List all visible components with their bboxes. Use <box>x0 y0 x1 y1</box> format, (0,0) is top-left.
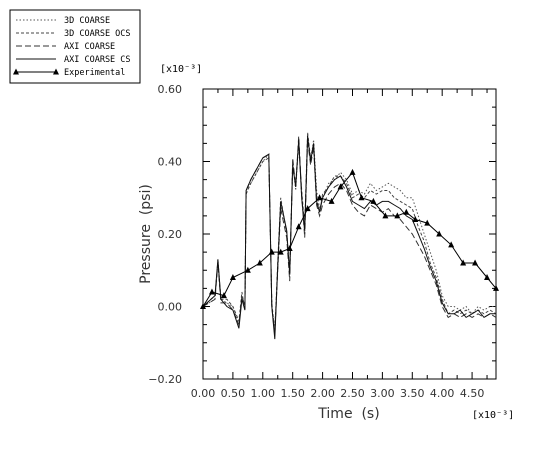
legend-label: AXI COARSE <box>64 42 115 52</box>
experimental-point <box>448 241 455 248</box>
x-tick-label: 0.50 <box>221 387 246 400</box>
legend-frame <box>9 9 141 84</box>
legend: 3D COARSE 3D COARSE OCS AXI COARSE AXI COAR… <box>9 9 141 84</box>
experimental-point <box>403 208 410 215</box>
legend-marker <box>53 68 59 75</box>
x-axis-label: Time (s) <box>317 406 379 422</box>
experimental-point <box>460 259 467 266</box>
y-tick-label: 0.00 <box>158 301 183 314</box>
x-tick-label: 2.00 <box>310 387 335 400</box>
experimental-point <box>268 248 275 255</box>
experimental-point <box>412 216 419 222</box>
x-axis-multiplier: [x10⁻³] <box>472 410 514 421</box>
series-line-experimental <box>202 171 497 307</box>
x-tick-label: 3.50 <box>400 387 425 400</box>
x-tick-label: 4.50 <box>460 387 485 400</box>
x-tick-label: 1.00 <box>251 387 276 400</box>
series-line-axi-coarse <box>202 136 497 336</box>
experimental-point <box>358 194 365 201</box>
experimental-point <box>295 223 302 230</box>
experimental-point <box>229 274 236 280</box>
x-tick-label: 3.00 <box>370 387 395 400</box>
y-axis-label: Pressure (psi) <box>138 184 154 284</box>
series-line-3d-coarse <box>202 136 496 329</box>
experimental-point <box>424 219 431 226</box>
experimental-point <box>370 197 377 204</box>
experimental-point <box>484 274 491 280</box>
x-tick-label: 1.50 <box>280 387 305 400</box>
legend-label: 3D COARSE OCS <box>64 29 131 39</box>
y-tick-label: 0.40 <box>158 156 183 169</box>
legend-label: 3D COARSE <box>64 16 110 26</box>
series-line-axi-coarse-cs <box>202 136 496 340</box>
experimental-point <box>304 205 311 212</box>
experimental-point <box>277 248 284 255</box>
y-tick-label: −0.20 <box>148 373 182 386</box>
experimental-point <box>286 245 293 251</box>
experimental-point <box>337 183 344 190</box>
legend-label: Experimental <box>64 68 125 78</box>
experimental-point <box>316 194 323 201</box>
y-tick-label: 0.20 <box>158 228 183 241</box>
y-tick-label: 0.60 <box>158 83 183 96</box>
experimental-point <box>220 292 227 299</box>
experimental-point <box>244 266 251 273</box>
plot-frame <box>202 88 497 380</box>
experimental-point <box>472 259 479 266</box>
x-tick-label: 0.00 <box>191 387 216 400</box>
legend-marker <box>13 68 19 75</box>
experimental-point <box>208 288 215 295</box>
experimental-point <box>200 303 206 309</box>
y-axis-multiplier: [x10⁻³] <box>160 64 202 75</box>
x-tick-label: 2.50 <box>340 387 365 400</box>
experimental-point <box>382 212 389 219</box>
experimental-point <box>436 230 443 237</box>
experimental-point <box>493 284 499 291</box>
experimental-point <box>256 259 263 266</box>
legend-label: AXI COARSE CS <box>64 55 131 65</box>
experimental-point <box>394 212 401 219</box>
experimental-point <box>328 197 335 204</box>
x-tick-label: 4.00 <box>430 387 455 400</box>
experimental-point <box>349 168 356 175</box>
series-line-3d-coarse-ocs <box>202 132 497 332</box>
